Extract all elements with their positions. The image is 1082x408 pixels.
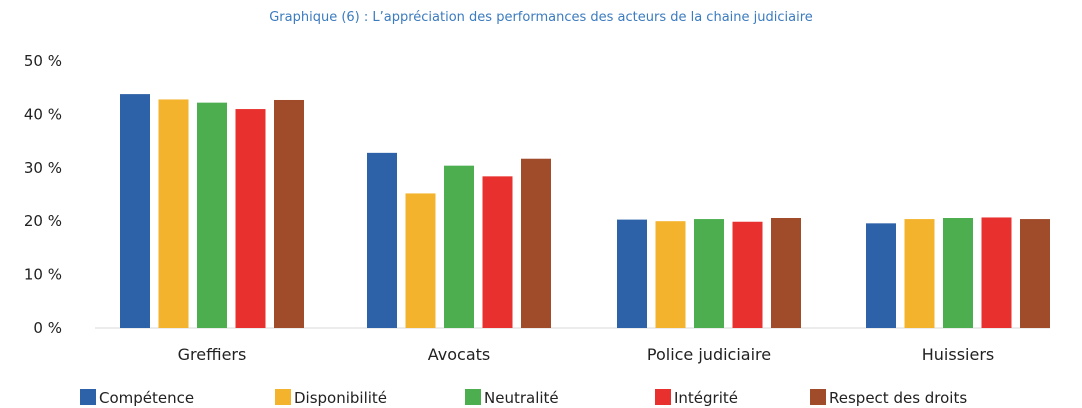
y-tick-label: 50 % bbox=[24, 52, 62, 70]
bar bbox=[521, 158, 551, 328]
bar bbox=[444, 165, 474, 328]
bar bbox=[1020, 219, 1050, 328]
bar bbox=[981, 217, 1012, 328]
bar bbox=[120, 94, 150, 328]
bar bbox=[943, 217, 973, 328]
legend-swatch bbox=[275, 389, 291, 405]
bar bbox=[235, 109, 266, 328]
bar bbox=[405, 193, 436, 328]
bar bbox=[617, 219, 647, 328]
y-axis-ticks: 0 % 10 % 20 % 30 % 40 % 50 % bbox=[24, 52, 62, 337]
bar bbox=[197, 102, 227, 328]
y-tick-label: 30 % bbox=[24, 159, 62, 177]
chart-title: Graphique (6) : L’appréciation des perfo… bbox=[269, 10, 813, 25]
legend-swatch bbox=[655, 389, 671, 405]
bar bbox=[158, 99, 189, 328]
bar bbox=[482, 176, 513, 328]
bar bbox=[367, 152, 397, 328]
legend-label: Disponibilité bbox=[294, 389, 387, 407]
y-tick-label: 10 % bbox=[24, 266, 62, 284]
bar bbox=[274, 99, 304, 329]
legend-label: Respect des droits bbox=[829, 389, 967, 407]
bar bbox=[904, 219, 935, 328]
legend: Compétence Disponibilité Neutralité Intégri… bbox=[80, 389, 967, 407]
bar bbox=[866, 223, 896, 328]
bars-group bbox=[120, 94, 1050, 329]
y-tick-label: 0 % bbox=[33, 319, 62, 337]
legend-label: Compétence bbox=[99, 389, 194, 407]
legend-label: Neutralité bbox=[484, 389, 559, 407]
category-label: Greffiers bbox=[178, 345, 247, 364]
category-label: Police judiciaire bbox=[647, 345, 771, 364]
bar bbox=[655, 221, 686, 328]
category-label: Huissiers bbox=[922, 345, 995, 364]
bar bbox=[732, 221, 763, 328]
legend-swatch bbox=[80, 389, 96, 405]
y-tick-label: 20 % bbox=[24, 212, 62, 230]
y-tick-label: 40 % bbox=[24, 105, 62, 123]
bar bbox=[694, 219, 724, 328]
bar bbox=[771, 217, 801, 328]
category-labels: Greffiers Avocats Police judiciaire Huissie… bbox=[178, 345, 995, 364]
legend-label: Intégrité bbox=[674, 389, 738, 407]
legend-swatch bbox=[465, 389, 481, 405]
legend-swatch bbox=[810, 389, 826, 405]
category-label: Avocats bbox=[428, 345, 490, 364]
